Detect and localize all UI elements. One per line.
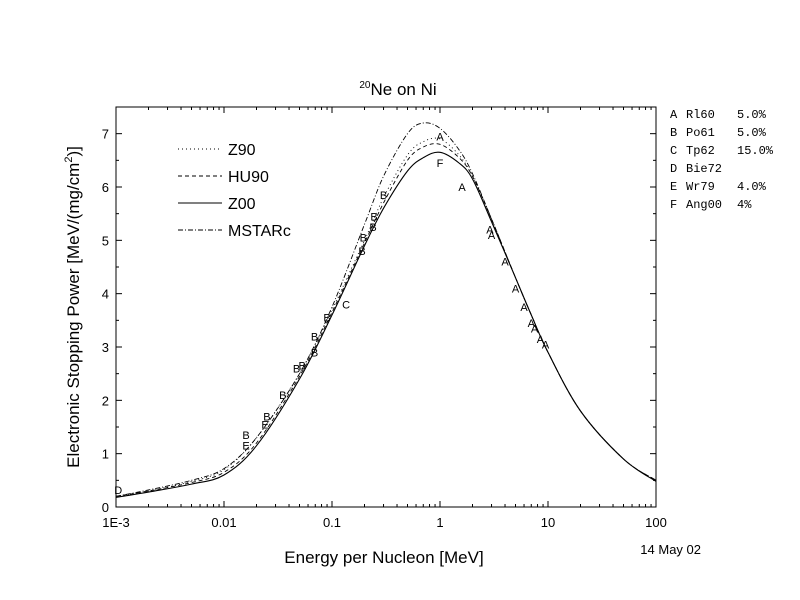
reference-code: Ang00 (686, 198, 722, 212)
x-tick-label: 1E-3 (102, 515, 129, 530)
reference-error: 5.0% (737, 108, 767, 122)
reference-letter: A (670, 108, 678, 122)
data-point-d: D (114, 485, 122, 497)
data-point-b: B (358, 246, 365, 258)
y-tick-label: 5 (102, 233, 109, 248)
y-tick-label: 6 (102, 180, 109, 195)
reference-item: E Wr79 4.0% (670, 180, 767, 194)
series-line-z00 (115, 151, 657, 498)
y-tick-label: 3 (102, 340, 109, 355)
y-axis-label-main: Electronic Stopping Power [MeV/(mg/cm (64, 163, 83, 468)
data-point-b: B (311, 331, 318, 343)
chart-title: 20Ne on Ni (359, 80, 436, 99)
reference-item: D Bie72 (670, 162, 722, 176)
data-point-b: B (263, 411, 270, 423)
reference-item: F Ang00 4% (670, 198, 752, 212)
x-axis-label: Energy per Nucleon [MeV] (284, 548, 483, 567)
data-point-a: A (501, 257, 509, 269)
reference-letter: D (670, 162, 677, 176)
data-point-a: A (531, 323, 539, 335)
reference-letter: E (670, 180, 677, 194)
reference-error: 4.0% (737, 180, 767, 194)
data-point-b: B (242, 430, 249, 442)
data-point-e: E (261, 419, 268, 431)
data-point-b: B (370, 211, 377, 223)
reference-code: Bie72 (686, 162, 722, 176)
y-tick-label: 2 (102, 393, 109, 408)
legend: Z90 HU90 Z00 MSTARc (178, 142, 291, 240)
legend-label-z00: Z00 (228, 196, 256, 213)
legend-label-mstarc: MSTARc (228, 223, 291, 240)
y-axis-label: Electronic Stopping Power [MeV/(mg/cm2)] (63, 146, 83, 468)
x-tick-label: 10 (541, 515, 555, 530)
reference-error: 4% (737, 198, 752, 212)
plot-frame (115, 106, 657, 508)
data-point-b: B (323, 313, 330, 325)
data-point-b: B (369, 222, 376, 234)
x-tick-label: 0.1 (323, 515, 341, 530)
y-tick-label: 4 (102, 287, 109, 302)
data-point-b: B (360, 233, 367, 245)
data-point-a: A (458, 182, 466, 194)
data-point-b: B (311, 347, 318, 359)
reference-letter: C (670, 144, 677, 158)
data-point-a: A (528, 318, 536, 330)
reference-code: Rl60 (686, 108, 715, 122)
x-axis-ticks: 1E-3 0.01 0.1 1 10 100 (102, 107, 667, 530)
data-point-c: C (342, 299, 350, 311)
data-point-a: A (486, 225, 494, 237)
data-point-a: A (520, 302, 528, 314)
reference-letter: F (670, 198, 677, 212)
chart-title-superscript: 20 (359, 80, 371, 91)
x-tick-label: 1 (436, 515, 443, 530)
reference-letter: B (670, 126, 677, 140)
data-point-a: A (512, 283, 520, 295)
y-tick-label: 7 (102, 127, 109, 142)
series-lines (115, 122, 657, 498)
reference-error: 5.0% (737, 126, 767, 140)
data-point-a: A (488, 230, 496, 242)
data-point-b: B (299, 361, 306, 373)
reference-list: A Rl60 5.0% B Po61 5.0% C Tp62 15.0% D Bie72 E Wr79 4… (670, 108, 774, 212)
data-point-f: F (437, 158, 444, 170)
y-axis-ticks: 0 1 2 3 4 5 6 7 (102, 127, 656, 515)
reference-code: Po61 (686, 126, 715, 140)
reference-code: Tp62 (686, 144, 715, 158)
y-axis-label-end: )] (64, 146, 83, 156)
chart-title-main: Ne on Ni (370, 80, 436, 99)
y-tick-label: 0 (102, 500, 109, 515)
legend-label-hu90: HU90 (228, 169, 269, 186)
x-tick-label: 0.01 (211, 515, 236, 530)
data-point-a: A (537, 334, 545, 346)
y-axis-label-superscript: 2 (63, 157, 75, 163)
reference-code: Wr79 (686, 180, 715, 194)
data-point-b: B (380, 190, 387, 202)
reference-item: A Rl60 5.0% (670, 108, 767, 122)
data-point-a: A (542, 339, 550, 351)
data-point-b: B (293, 363, 300, 375)
series-line-mstarc (115, 122, 657, 497)
reference-item: B Po61 5.0% (670, 126, 767, 140)
data-point-a: A (436, 131, 444, 143)
reference-error: 15.0% (737, 144, 774, 158)
data-point-b: B (279, 390, 286, 402)
y-tick-label: 1 (102, 447, 109, 462)
legend-label-z90: Z90 (228, 142, 256, 159)
reference-item: C Tp62 15.0% (670, 144, 774, 158)
data-point-e: E (242, 441, 249, 453)
x-tick-label: 100 (645, 515, 667, 530)
date-stamp: 14 May 02 (640, 542, 701, 557)
